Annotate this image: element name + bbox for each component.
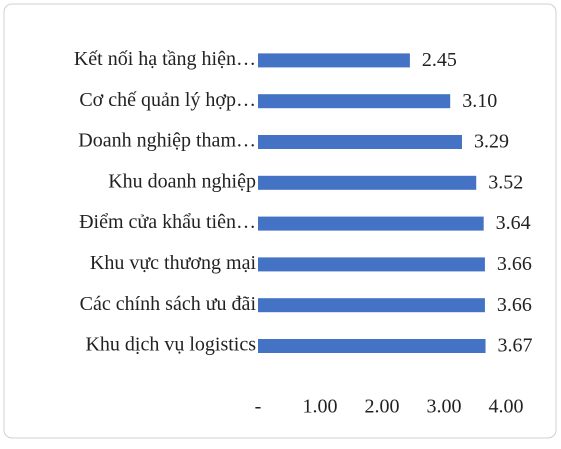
bar bbox=[258, 53, 410, 68]
y-tick-label: Khu doanh nghiệp bbox=[108, 170, 256, 192]
y-tick-label: Khu dịch vụ logistics bbox=[85, 334, 256, 356]
x-tick-label: 2.00 bbox=[365, 396, 400, 418]
y-tick-label: Cơ chế quản lý hợp… bbox=[79, 89, 256, 111]
bar bbox=[258, 175, 477, 190]
data-label: 3.29 bbox=[474, 131, 509, 153]
y-tick-label: Doanh nghiệp tham… bbox=[78, 130, 256, 152]
bar bbox=[258, 298, 485, 313]
y-tick-label: Điểm cửa khẩu tiên… bbox=[79, 211, 256, 233]
y-tick-label: Khu vực thương mại bbox=[90, 252, 257, 274]
bar bbox=[258, 94, 451, 109]
data-label: 3.64 bbox=[496, 212, 531, 234]
bar bbox=[258, 257, 485, 272]
bar bbox=[258, 135, 462, 149]
data-label: 3.66 bbox=[497, 294, 532, 316]
data-label: 3.10 bbox=[462, 90, 497, 112]
y-tick-label: Các chính sách ưu đãi bbox=[80, 293, 257, 315]
y-tick-label: Kết nối hạ tầng hiện… bbox=[74, 48, 256, 70]
x-tick-label: 4.00 bbox=[489, 396, 524, 418]
x-tick-label: 3.00 bbox=[427, 396, 462, 418]
data-label: 2.45 bbox=[422, 49, 457, 71]
data-label: 3.52 bbox=[488, 171, 523, 193]
data-label: 3.67 bbox=[498, 335, 533, 357]
bar bbox=[258, 216, 484, 231]
x-tick-label: - bbox=[255, 396, 262, 418]
data-label: 3.66 bbox=[497, 253, 532, 275]
x-tick-label: 1.00 bbox=[303, 396, 338, 418]
bar bbox=[258, 339, 486, 353]
